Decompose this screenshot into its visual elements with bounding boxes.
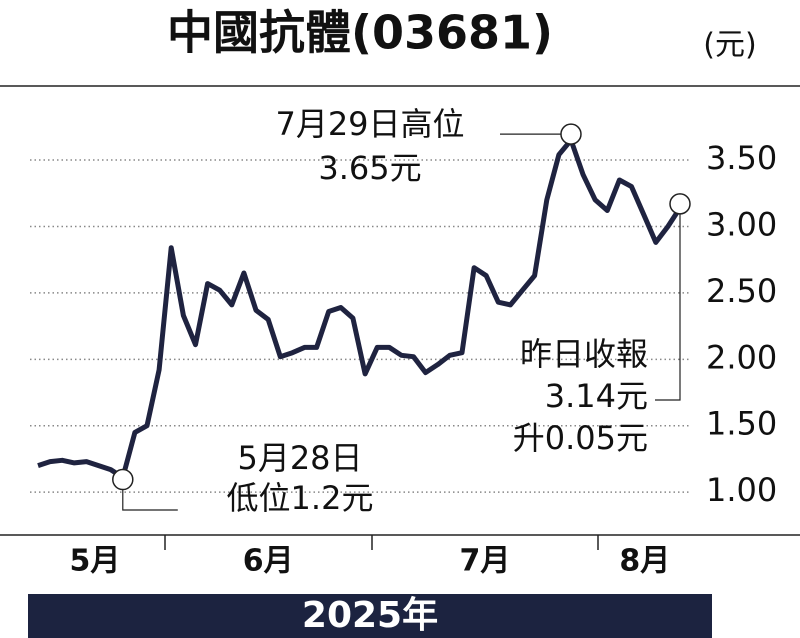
y-tick-label: 3.00	[706, 205, 777, 243]
year-band	[28, 594, 712, 638]
y-tick-label: 2.00	[706, 338, 777, 376]
annotation-text: 7月29日高位	[275, 105, 464, 143]
leader-line	[655, 213, 681, 401]
annotation-marker	[560, 123, 582, 145]
annotation-text: 昨日收報	[520, 335, 648, 373]
y-tick-label: 1.00	[706, 471, 777, 509]
x-tick-label: 6月	[243, 544, 294, 579]
annotation-marker	[669, 193, 691, 215]
x-tick-label: 8月	[619, 544, 670, 579]
y-tick-label: 3.50	[706, 139, 777, 177]
year-label: 2025年	[302, 595, 438, 636]
annotation-text: 低位1.2元	[227, 479, 374, 517]
leader-line	[122, 489, 178, 511]
annotation-marker	[112, 468, 134, 491]
annotation-text: 升0.05元	[513, 419, 648, 457]
annotation-text: 3.65元	[318, 149, 421, 187]
unit-label: (元)	[703, 28, 756, 63]
y-tick-label: 2.50	[706, 272, 777, 310]
price-line	[37, 137, 683, 480]
annotation-text: 5月28日	[237, 439, 362, 477]
chart-title: 中國抗體(03681)	[167, 6, 553, 60]
x-tick-label: 7月	[460, 544, 511, 579]
y-tick-label: 1.50	[706, 405, 777, 443]
x-tick-label: 5月	[69, 544, 120, 579]
annotation-text: 3.14元	[545, 377, 648, 415]
